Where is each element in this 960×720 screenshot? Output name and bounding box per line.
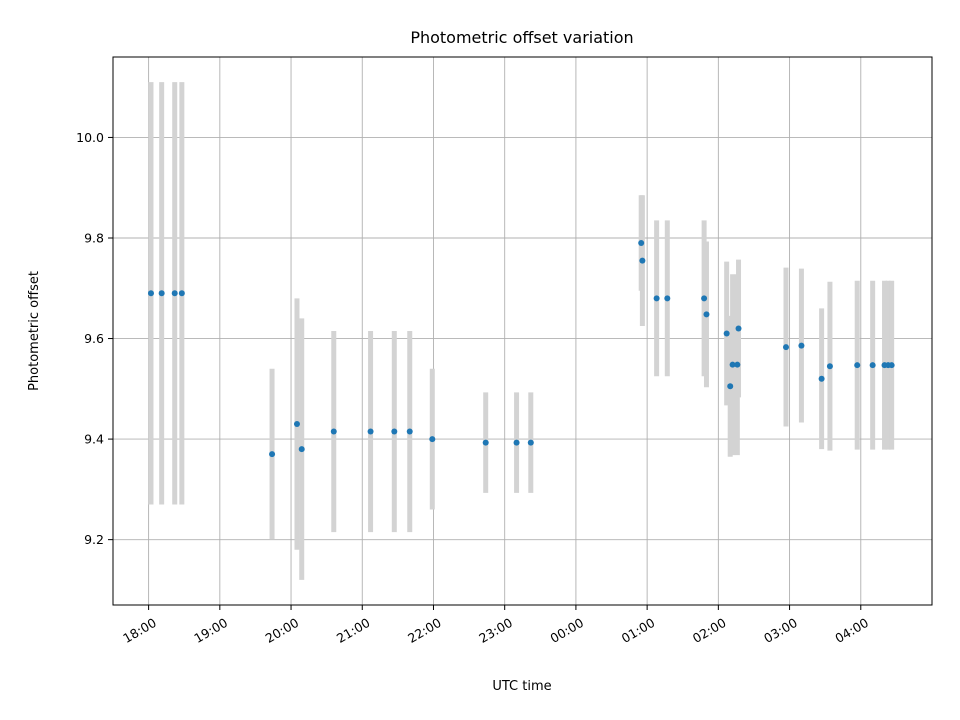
data-point [391,428,398,435]
data-point [429,436,436,443]
data-point [826,363,833,370]
data-point [783,344,790,351]
data-point [178,290,185,297]
data-point [298,446,305,453]
y-tick-label: 9.2 [84,532,104,547]
grid [113,57,932,605]
data-points [147,240,895,458]
data-point [735,325,742,332]
data-point [513,439,520,446]
plot-frame [112,56,933,606]
data-point [701,295,708,302]
data-point [171,290,178,297]
data-point [269,451,276,458]
data-point [723,330,730,337]
y-tick-label: 9.6 [84,331,104,346]
data-point [367,428,374,435]
chart-title: Photometric offset variation [410,28,633,47]
y-tick-label: 10.0 [76,130,104,145]
y-axis: 9.2 9.4 9.6 9.8 10.0 [76,130,113,547]
data-point [527,439,534,446]
data-point [638,240,645,247]
data-point [818,375,825,382]
y-axis-label: Photometric offset [27,271,42,391]
data-point [888,362,895,369]
data-point [147,290,154,297]
data-point [406,428,413,435]
data-point [729,361,736,368]
data-point [639,257,646,264]
data-point [798,342,805,349]
y-tick-label: 9.4 [84,432,104,447]
data-point [482,439,489,446]
data-point [158,290,165,297]
data-point [734,361,741,368]
data-point [703,311,710,318]
data-point [330,428,337,435]
data-point [293,421,300,428]
x-axis-label: UTC time [492,679,551,694]
data-point [727,383,734,390]
data-point [854,362,861,369]
data-point [653,295,660,302]
data-point [664,295,671,302]
data-point [869,362,876,369]
y-tick-label: 9.8 [84,230,104,245]
